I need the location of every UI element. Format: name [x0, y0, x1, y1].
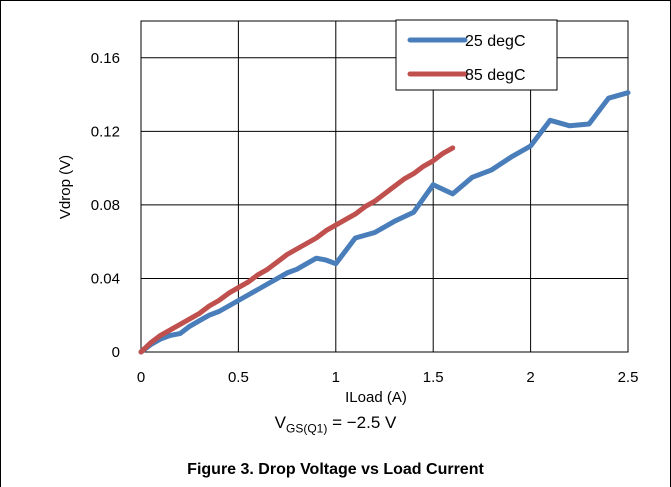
x-tick-label: 2: [526, 369, 534, 386]
line-chart: 0 0.5 1 1.5 2 2.5 0 0.04 0.08 0.12 0.16 ILoad (A)…: [57, 19, 639, 406]
series-line-85-degc: [138, 145, 456, 355]
legend-label-25-degc: 25 degC: [465, 33, 526, 50]
figure-caption: Figure 3. Drop Voltage vs Load Current: [187, 461, 484, 478]
y-tick-label: 0.16: [91, 50, 120, 67]
y-tick-label: 0.04: [91, 270, 120, 287]
y-tick-label: 0: [112, 344, 120, 361]
y-tick-labels: 0 0.04 0.08 0.12 0.16: [91, 50, 120, 361]
legend-label-85-degc: 85 degC: [465, 67, 526, 84]
x-tick-label: 1: [332, 369, 340, 386]
x-tick-labels: 0 0.5 1 1.5 2 2.5: [137, 369, 639, 386]
y-tick-label: 0.12: [91, 123, 120, 140]
series-line-25-degc: [138, 90, 631, 355]
x-tick-label: 1.5: [423, 369, 444, 386]
test-condition: VGS(Q1) = −2.5 V: [0, 413, 671, 435]
x-tick-label: 0.5: [228, 369, 249, 386]
x-axis-label: ILoad (A): [345, 389, 407, 406]
y-tick-label: 0.08: [91, 197, 120, 214]
x-tick-label: 0: [137, 369, 145, 386]
x-tick-label: 2.5: [618, 369, 639, 386]
series-lines: [138, 90, 631, 355]
condition-value: = −2.5 V: [327, 413, 397, 432]
legend-box: [395, 19, 558, 91]
y-axis-label: Vdrop (V): [57, 155, 74, 219]
condition-symbol: V: [274, 413, 286, 432]
condition-subscript: GS(Q1): [286, 421, 328, 436]
legend: 25 degC 85 degC: [395, 19, 558, 91]
